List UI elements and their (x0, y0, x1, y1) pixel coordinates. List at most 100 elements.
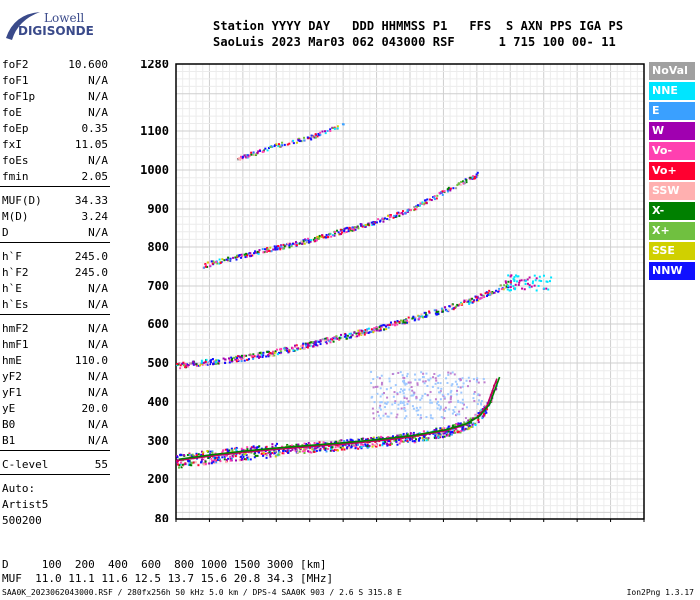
muf-value-row: MUF 11.0 11.1 11.6 12.5 13.7 15.6 20.8 3… (2, 572, 334, 585)
echo-point (176, 462, 179, 465)
echo-point (534, 279, 537, 282)
echo-point (385, 402, 388, 405)
echo-point (240, 253, 243, 256)
echo-point (451, 383, 454, 386)
echo-point (469, 421, 472, 424)
echo-point (332, 127, 335, 130)
echo-point (251, 356, 254, 359)
echo-point (367, 222, 370, 225)
echo-point (443, 417, 446, 420)
echo-point (410, 386, 413, 389)
echo-point (446, 381, 449, 384)
echo-point (439, 391, 442, 394)
echo-point (512, 277, 515, 280)
echo-point (291, 448, 294, 451)
echo-point (452, 424, 455, 427)
echo-point (456, 383, 459, 386)
echo-point (223, 259, 226, 262)
echo-point (474, 422, 477, 425)
echo-point (393, 391, 396, 394)
echo-point (425, 437, 428, 440)
param-name: hmE (2, 354, 22, 367)
echo-point (514, 283, 517, 286)
echo-point (257, 352, 260, 355)
echo-point (466, 300, 469, 303)
echo-point (365, 444, 368, 447)
echo-point (218, 258, 221, 261)
header-line-1: Station YYYY DAY DDD HHMMSS P1 FFS S AXN… (213, 19, 624, 33)
echo-point (406, 372, 409, 375)
echo-point (433, 196, 436, 199)
echo-point (449, 187, 452, 190)
legend-item-vo-: Vo- (649, 142, 695, 160)
echo-point (291, 347, 294, 350)
echo-point (531, 282, 534, 285)
echo-point (266, 247, 269, 250)
echo-point (238, 459, 241, 462)
echo-point (262, 251, 265, 254)
echo-point (372, 378, 375, 381)
echo-point (209, 361, 212, 364)
echo-point (421, 394, 424, 397)
echo-point (242, 356, 245, 359)
echo-point (198, 364, 201, 367)
echo-point (459, 183, 462, 186)
echo-point (504, 280, 507, 283)
param-name: hmF1 (2, 338, 29, 351)
echo-point (209, 363, 212, 366)
echo-point (457, 430, 460, 433)
echo-point (503, 284, 506, 287)
echo-point (407, 400, 410, 403)
echo-point (468, 424, 471, 427)
echo-point (246, 358, 249, 361)
param-value: N/A (88, 298, 108, 311)
echo-point (485, 408, 488, 411)
echo-point (286, 443, 289, 446)
echo-point (441, 193, 444, 196)
echo-point (176, 364, 179, 367)
echo-point (386, 214, 389, 217)
echo-point (346, 334, 349, 337)
echo-point (209, 450, 212, 453)
echo-point (262, 150, 265, 153)
echo-point (297, 137, 300, 140)
echo-point (399, 319, 402, 322)
echo-point (318, 234, 321, 237)
autoscale-line2: Artist5 (2, 498, 49, 511)
echo-point (418, 378, 421, 381)
echo-point (314, 136, 317, 139)
echo-point (335, 335, 338, 338)
echo-point (360, 224, 363, 227)
y-tick-label: 600 (147, 317, 169, 331)
echo-point (205, 358, 208, 361)
echo-point (391, 323, 394, 326)
echo-point (379, 417, 382, 420)
echo-point (321, 445, 324, 448)
echo-point (457, 422, 460, 425)
echo-point (224, 362, 227, 365)
logo-digisonde-text: DIGISONDE (18, 24, 94, 38)
echo-point (228, 258, 231, 261)
echo-point (442, 408, 445, 411)
echo-point (443, 396, 446, 399)
echo-point (250, 446, 253, 449)
echo-point (514, 274, 517, 277)
echo-point (266, 149, 269, 152)
echo-point (240, 447, 243, 450)
echo-point (332, 234, 335, 237)
echo-point (468, 427, 471, 430)
echo-point (252, 353, 255, 356)
param-value: 110.0 (74, 354, 108, 367)
param-value: N/A (88, 282, 108, 295)
echo-point (190, 461, 193, 464)
y-tick-label: 400 (147, 395, 169, 409)
echo-point (179, 453, 182, 456)
echo-point (412, 393, 415, 396)
echo-point (386, 439, 389, 442)
echo-point (354, 335, 357, 338)
echo-point (425, 372, 428, 375)
echo-point (439, 382, 442, 385)
echo-point (509, 275, 512, 278)
echo-point (366, 443, 369, 446)
echo-point (300, 345, 303, 348)
